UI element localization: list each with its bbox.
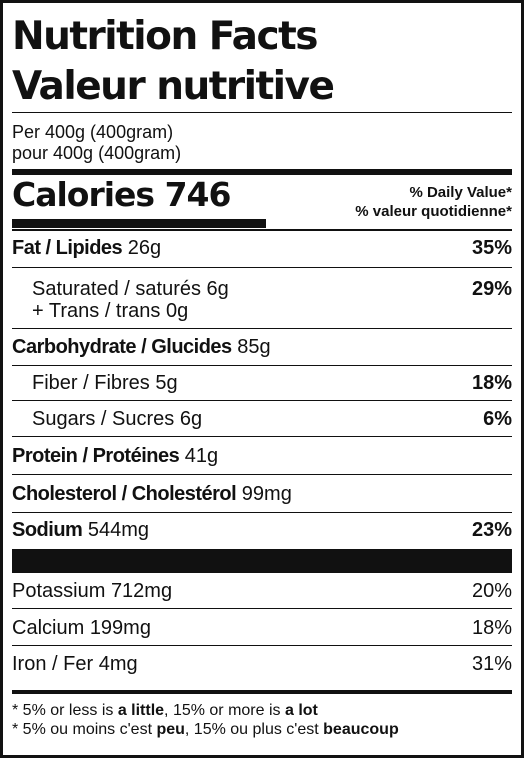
title-french: Valeur nutritive xyxy=(12,64,335,109)
nutrient-amount: 544mg xyxy=(87,519,150,541)
nutrient-label: Calcium xyxy=(12,617,85,639)
divider xyxy=(12,229,512,231)
nutrient-daily-value: 35% xyxy=(471,237,512,259)
divider xyxy=(12,365,512,366)
divider xyxy=(12,400,512,401)
daily-value-header-french: % valeur quotidienne* xyxy=(355,203,512,220)
serving-size-french: pour 400g (400gram) xyxy=(12,143,182,163)
calories-underline xyxy=(12,219,266,228)
nutrient-amount: 5g xyxy=(155,372,178,394)
nutrient-label: Iron / Fer xyxy=(12,653,94,675)
divider xyxy=(12,608,512,609)
divider xyxy=(12,436,512,437)
calories-label: Calories xyxy=(12,175,155,214)
calories-value: 746 xyxy=(164,175,232,214)
footnote-french: * 5% ou moins c'est peu, 15% ou plus c'e… xyxy=(12,721,399,738)
title-english: Nutrition Facts xyxy=(12,14,318,59)
nutrient-amount: 199mg xyxy=(89,617,151,639)
divider xyxy=(12,267,512,268)
thick-divider xyxy=(12,690,512,694)
daily-value-header: % Daily Value* % valeur quotidienne* xyxy=(355,183,512,221)
label-content: Nutrition Facts Valeur nutritive Per 400… xyxy=(12,3,512,755)
nutrient-amount: 6g xyxy=(179,408,203,430)
nutrient-label: Sugars / Sucres xyxy=(32,408,175,430)
nutrient-amount: 4mg xyxy=(98,653,138,675)
divider xyxy=(12,512,512,513)
serving-size-english: Per 400g (400gram) xyxy=(12,122,174,142)
nutrient-label: Carbohydrate / Glucides xyxy=(12,336,232,358)
nutrient-label: Fat / Lipides xyxy=(12,237,123,259)
thick-divider xyxy=(12,549,512,573)
nutrient-label: Potassium xyxy=(12,580,106,602)
calories: Calories 746 xyxy=(12,175,232,214)
divider xyxy=(12,645,512,646)
nutrient-label: Protein / Protéines xyxy=(12,445,180,467)
nutrient-label: Sodium xyxy=(12,519,83,541)
divider xyxy=(12,474,512,475)
nutrient-label: Fiber / Fibres xyxy=(32,372,150,394)
nutrient-daily-value: 31% xyxy=(471,653,512,675)
nutrient-daily-value: 18% xyxy=(471,617,512,639)
divider xyxy=(12,328,512,329)
nutrient-label: Saturated / saturés xyxy=(32,278,201,300)
divider xyxy=(12,112,512,113)
nutrient-amount: 99mg xyxy=(241,483,292,505)
nutrient-amount: 26g xyxy=(127,237,162,259)
nutrient-daily-value: 20% xyxy=(471,580,512,602)
nutrient-amount: 85g xyxy=(237,336,271,358)
nutrient-amount: 6g xyxy=(206,278,229,300)
thick-divider xyxy=(12,169,512,175)
footnote-english: * 5% or less is a little, 15% or more is… xyxy=(12,702,318,719)
nutrient-amount: 712mg xyxy=(110,580,173,602)
nutrient-label: Cholesterol / Cholestérol xyxy=(12,483,237,505)
nutrient-label: + Trans / trans xyxy=(32,300,161,322)
nutrient-daily-value: 29% xyxy=(471,278,512,300)
nutrient-daily-value: 6% xyxy=(483,408,512,430)
nutrient-amount: 0g xyxy=(165,300,189,322)
nutrient-amount: 41g xyxy=(184,445,219,467)
daily-value-header-english: % Daily Value* xyxy=(409,184,512,201)
nutrient-daily-value: 23% xyxy=(471,519,512,541)
nutrient-daily-value: 18% xyxy=(471,372,512,394)
nutrient-row-trans: + Trans / trans 0g xyxy=(32,301,188,321)
